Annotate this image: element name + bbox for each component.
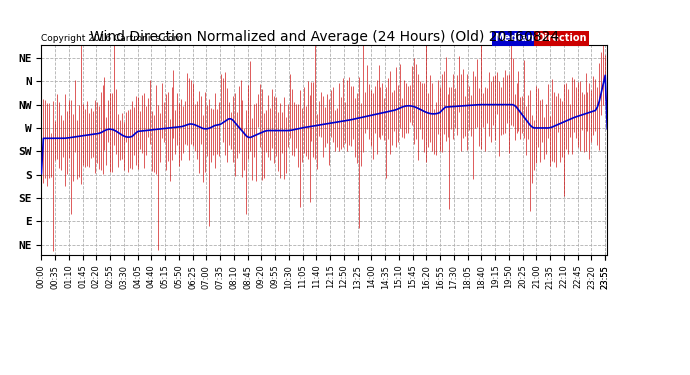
Title: Wind Direction Normalized and Average (24 Hours) (Old) 20160824: Wind Direction Normalized and Average (2… [90, 30, 559, 44]
Text: Direction: Direction [537, 33, 587, 44]
Text: Copyright 2016 Cartronics.com: Copyright 2016 Cartronics.com [41, 34, 183, 43]
Text: Median: Median [494, 33, 534, 44]
